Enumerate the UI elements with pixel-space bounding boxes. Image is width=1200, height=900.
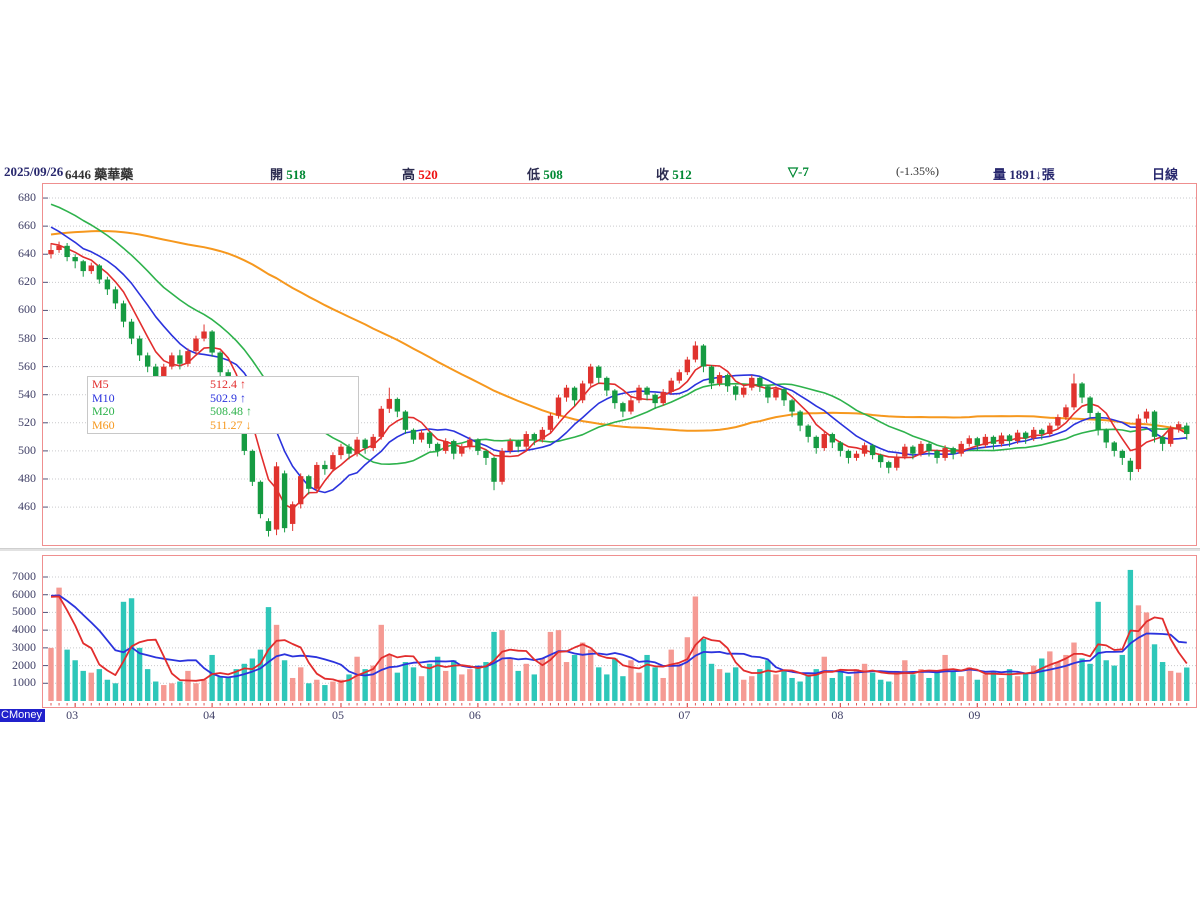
volume-tick-label: 4000 <box>12 622 36 637</box>
stock-code-name: 6446 藥華藥 <box>65 167 134 182</box>
price-tick-label: 520 <box>18 414 36 429</box>
ma-legend-row: M60 511.27 ↓ <box>92 417 354 433</box>
close-value: 512 <box>672 167 692 182</box>
low-value: 508 <box>543 167 563 182</box>
ma-legend: M5 512.4 ↑ M10 502.9 ↑ M20 508.48 ↑ M60 511.27 … <box>87 376 359 434</box>
price-tick-label: 640 <box>18 246 36 261</box>
ma-legend-label: M20 <box>92 404 115 418</box>
price-tick-label: 680 <box>18 190 36 205</box>
price-candlestick-pane[interactable]: M5 512.4 ↑ M10 502.9 ↑ M20 508.48 ↑ M60 511.27 … <box>42 183 1197 546</box>
volume-pane[interactable]: VOL1891 ↓54372 ↓103564 ↓ <box>42 555 1197 708</box>
ma-legend-value: 502.9 ↑ <box>210 390 246 405</box>
quote-volume: 量 1891↓張 <box>993 167 1055 182</box>
high-label: 高 <box>402 167 416 182</box>
ma-legend-label: M10 <box>92 390 115 405</box>
quote-date: 2025/09/26 <box>4 164 64 179</box>
month-label: 03 <box>66 708 79 722</box>
high-value: 520 <box>418 167 438 182</box>
price-tick-label: 560 <box>18 358 36 373</box>
ma-legend-value: 511.27 ↓ <box>210 417 252 432</box>
volume-chart-svg[interactable] <box>43 556 1196 707</box>
open-label: 開 <box>270 167 284 182</box>
quote-open: 開 518 <box>270 164 306 183</box>
ma-legend-row: M5 512.4 ↑ <box>92 377 354 392</box>
quote-change: ▽-7 <box>788 164 809 179</box>
volume-tick-label: 5000 <box>12 604 36 619</box>
volume-tick-label: 3000 <box>12 639 36 654</box>
quote-low: 低 508 <box>527 164 563 183</box>
chart-period[interactable]: 日線 <box>1152 167 1179 182</box>
ma-legend-row: M10 502.9 ↑ <box>92 390 354 406</box>
volume-tick-label: 7000 <box>12 569 36 583</box>
price-tick-label: 580 <box>18 330 36 345</box>
pane-divider <box>0 548 1200 551</box>
price-tick-label: 600 <box>18 302 36 317</box>
quote-info-bar: 2025/09/26 6446 藥華藥 開 518 高 520 低 508 收 … <box>0 164 1200 183</box>
month-label: 06 <box>468 708 481 722</box>
x-axis-month-labels: 03 04 05 06 07 08 09 <box>0 708 1200 724</box>
month-label: 04 <box>203 708 216 722</box>
quote-high: 高 520 <box>402 164 438 183</box>
month-label: 05 <box>331 708 344 722</box>
quote-close: 收 512 <box>656 164 692 183</box>
ma-legend-label: M5 <box>92 377 109 391</box>
ma-legend-row: M20 508.48 ↑ <box>92 404 354 419</box>
quote-change-pct: (-1.35%) <box>896 164 939 178</box>
close-label: 收 <box>656 167 670 182</box>
volume-tick-label: 6000 <box>12 586 36 601</box>
price-tick-label: 660 <box>18 218 36 233</box>
low-label: 低 <box>527 167 541 182</box>
price-tick-label: 460 <box>18 499 36 514</box>
price-tick-label: 480 <box>18 470 36 485</box>
volume-tick-label: 1000 <box>12 675 36 690</box>
month-label: 08 <box>831 708 844 722</box>
price-tick-label: 500 <box>18 442 36 457</box>
volume-tick-label: 2000 <box>12 657 36 672</box>
ma-legend-value: 512.4 ↑ <box>210 377 246 391</box>
price-tick-label: 620 <box>18 274 36 289</box>
month-label: 07 <box>678 708 691 722</box>
price-tick-label: 540 <box>18 386 36 401</box>
month-label: 09 <box>968 708 981 722</box>
cmoney-watermark: CMoney <box>0 709 45 722</box>
ma-legend-value: 508.48 ↑ <box>210 404 252 418</box>
ma-legend-label: M60 <box>92 417 115 432</box>
price-chart-svg[interactable] <box>43 184 1196 545</box>
open-value: 518 <box>286 167 306 182</box>
